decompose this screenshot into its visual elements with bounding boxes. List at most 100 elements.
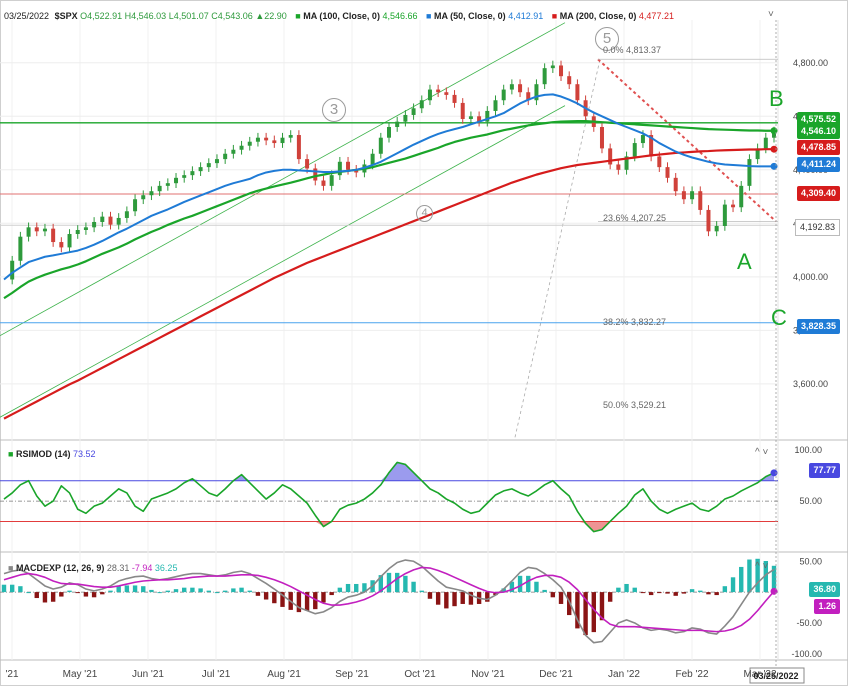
candle-body bbox=[190, 171, 195, 176]
macd-value-tag: 36.80 bbox=[809, 582, 840, 597]
x-tick-label: Jun '21 bbox=[132, 669, 164, 680]
candle-body bbox=[337, 161, 342, 176]
rsi-tick-label: 50.00 bbox=[799, 496, 822, 506]
macd-hist-bar bbox=[689, 589, 695, 593]
macd-hist-bar bbox=[296, 592, 302, 613]
macd-hist-bar bbox=[9, 584, 15, 593]
chart-header: 03/25/2022 $SPX O4,522.91 H4,546.03 L4,5… bbox=[4, 10, 674, 22]
candle-body bbox=[763, 137, 768, 149]
x-tick-label: Jan '22 bbox=[608, 669, 640, 680]
macd-hist-bar bbox=[272, 592, 277, 604]
candle-body bbox=[403, 114, 408, 122]
candle-body bbox=[321, 180, 326, 186]
price-tag-ma100: 4,546.10 bbox=[796, 124, 840, 139]
candle-body bbox=[255, 137, 260, 142]
macd-hist-bar bbox=[403, 575, 408, 593]
header-low: L4,501.07 bbox=[168, 11, 209, 21]
macd-hist-bar bbox=[34, 592, 39, 599]
candle-body bbox=[599, 127, 604, 149]
macd-hist-bar bbox=[632, 587, 637, 593]
candle-body bbox=[468, 116, 473, 119]
rsi-value-tag: 77.77 bbox=[809, 463, 840, 478]
candle-body bbox=[706, 209, 711, 232]
macd-hist-bar bbox=[698, 590, 703, 593]
macd-header: ■ MACDEXP (12, 26, 9) 28.31 -7.94 36.25 bbox=[8, 562, 177, 574]
wave-3-label: 3 bbox=[322, 98, 346, 122]
macd-hist-bar bbox=[337, 587, 343, 593]
candle-body bbox=[731, 204, 736, 208]
macd-hist-bar bbox=[444, 592, 449, 609]
macd-hist-bar bbox=[304, 592, 310, 611]
candle-body bbox=[673, 177, 678, 192]
candle-body bbox=[681, 191, 686, 200]
candle-body bbox=[329, 175, 334, 186]
macd-hist-bar bbox=[624, 583, 629, 593]
candle-body bbox=[690, 191, 695, 200]
macd-pane-controls[interactable]: ^ ˅ bbox=[755, 561, 769, 572]
candle-body bbox=[108, 216, 113, 225]
macd-hist-bar bbox=[239, 587, 244, 593]
macd-hist-bar bbox=[206, 590, 211, 593]
macd-hist-bar bbox=[550, 592, 556, 598]
candle-body bbox=[640, 135, 645, 144]
macd-hist-bar bbox=[313, 592, 318, 610]
macd-hist-bar bbox=[657, 592, 662, 594]
candle-body bbox=[247, 141, 252, 146]
macd-hist-bar bbox=[132, 585, 138, 593]
candle-body bbox=[67, 234, 72, 248]
macd-hist-bar bbox=[26, 592, 31, 594]
channel-lower-line bbox=[0, 105, 566, 418]
candle-body bbox=[10, 260, 15, 280]
price-tag-ma50: 4,411.24 bbox=[797, 157, 840, 172]
fib-0-label: 0.0% 4,813.37 bbox=[603, 45, 662, 55]
header-change: ▲22.90 bbox=[255, 11, 287, 21]
header-high: H4,546.03 bbox=[124, 11, 167, 21]
x-end-label: 03/25/2022 bbox=[753, 671, 798, 681]
macd-value-3: 36.25 bbox=[154, 563, 178, 573]
collapse-chevron-icon[interactable]: ˅ bbox=[768, 9, 774, 20]
macd-hist-bar bbox=[42, 592, 48, 603]
macd-hist-bar bbox=[730, 577, 736, 593]
macd-hist-bar bbox=[214, 592, 220, 594]
candle-body bbox=[575, 84, 580, 101]
ma100-marker: ■ bbox=[295, 11, 301, 21]
macd-hist-bar bbox=[394, 572, 400, 593]
candle-body bbox=[436, 89, 441, 93]
macd-hist-bar bbox=[255, 592, 261, 596]
macd-hist-bar bbox=[681, 592, 687, 594]
macd-hist-bar bbox=[771, 565, 777, 593]
signal-value-tag: 1.26 bbox=[814, 599, 840, 614]
candle-body bbox=[280, 137, 285, 144]
macd-hist-bar bbox=[567, 592, 572, 616]
candle-body bbox=[485, 110, 490, 122]
candle-body bbox=[567, 76, 572, 85]
candle-body bbox=[739, 185, 744, 208]
macd-hist-bar bbox=[108, 590, 113, 593]
price-tag-c-level: 3,828.35 bbox=[796, 319, 840, 334]
macd-hist-bar bbox=[157, 592, 162, 594]
macd-value-1: 28.31 bbox=[106, 563, 130, 573]
ma200-label: MA (200, Close, 0) bbox=[559, 11, 637, 21]
macd-hist-bar bbox=[435, 592, 441, 605]
macd-hist-bar bbox=[50, 592, 56, 602]
candle-body bbox=[387, 127, 391, 138]
candle-body bbox=[149, 191, 154, 196]
macd-hist-bar bbox=[329, 592, 334, 596]
candle-body bbox=[632, 143, 637, 157]
x-tick-label: Dec '21 bbox=[539, 669, 573, 680]
signal-line bbox=[3, 566, 775, 633]
macd-hist-bar bbox=[640, 592, 646, 594]
rsi-pane-controls[interactable]: ^ ˅ bbox=[755, 447, 769, 458]
rsi-label: RSIMOD (14) bbox=[15, 449, 71, 459]
price-tag-fib-236: 4,192.83 bbox=[794, 219, 840, 236]
macd-hist-bar bbox=[427, 592, 433, 599]
macd-hist-bar bbox=[534, 581, 539, 593]
macd-hist-bar bbox=[280, 592, 285, 607]
candle-body bbox=[518, 84, 523, 93]
macd-hist-bar bbox=[517, 575, 523, 593]
candle-body bbox=[223, 153, 228, 160]
candle-body bbox=[542, 68, 547, 85]
header-close: C4,543.06 bbox=[211, 11, 253, 21]
candle-body bbox=[231, 149, 236, 154]
